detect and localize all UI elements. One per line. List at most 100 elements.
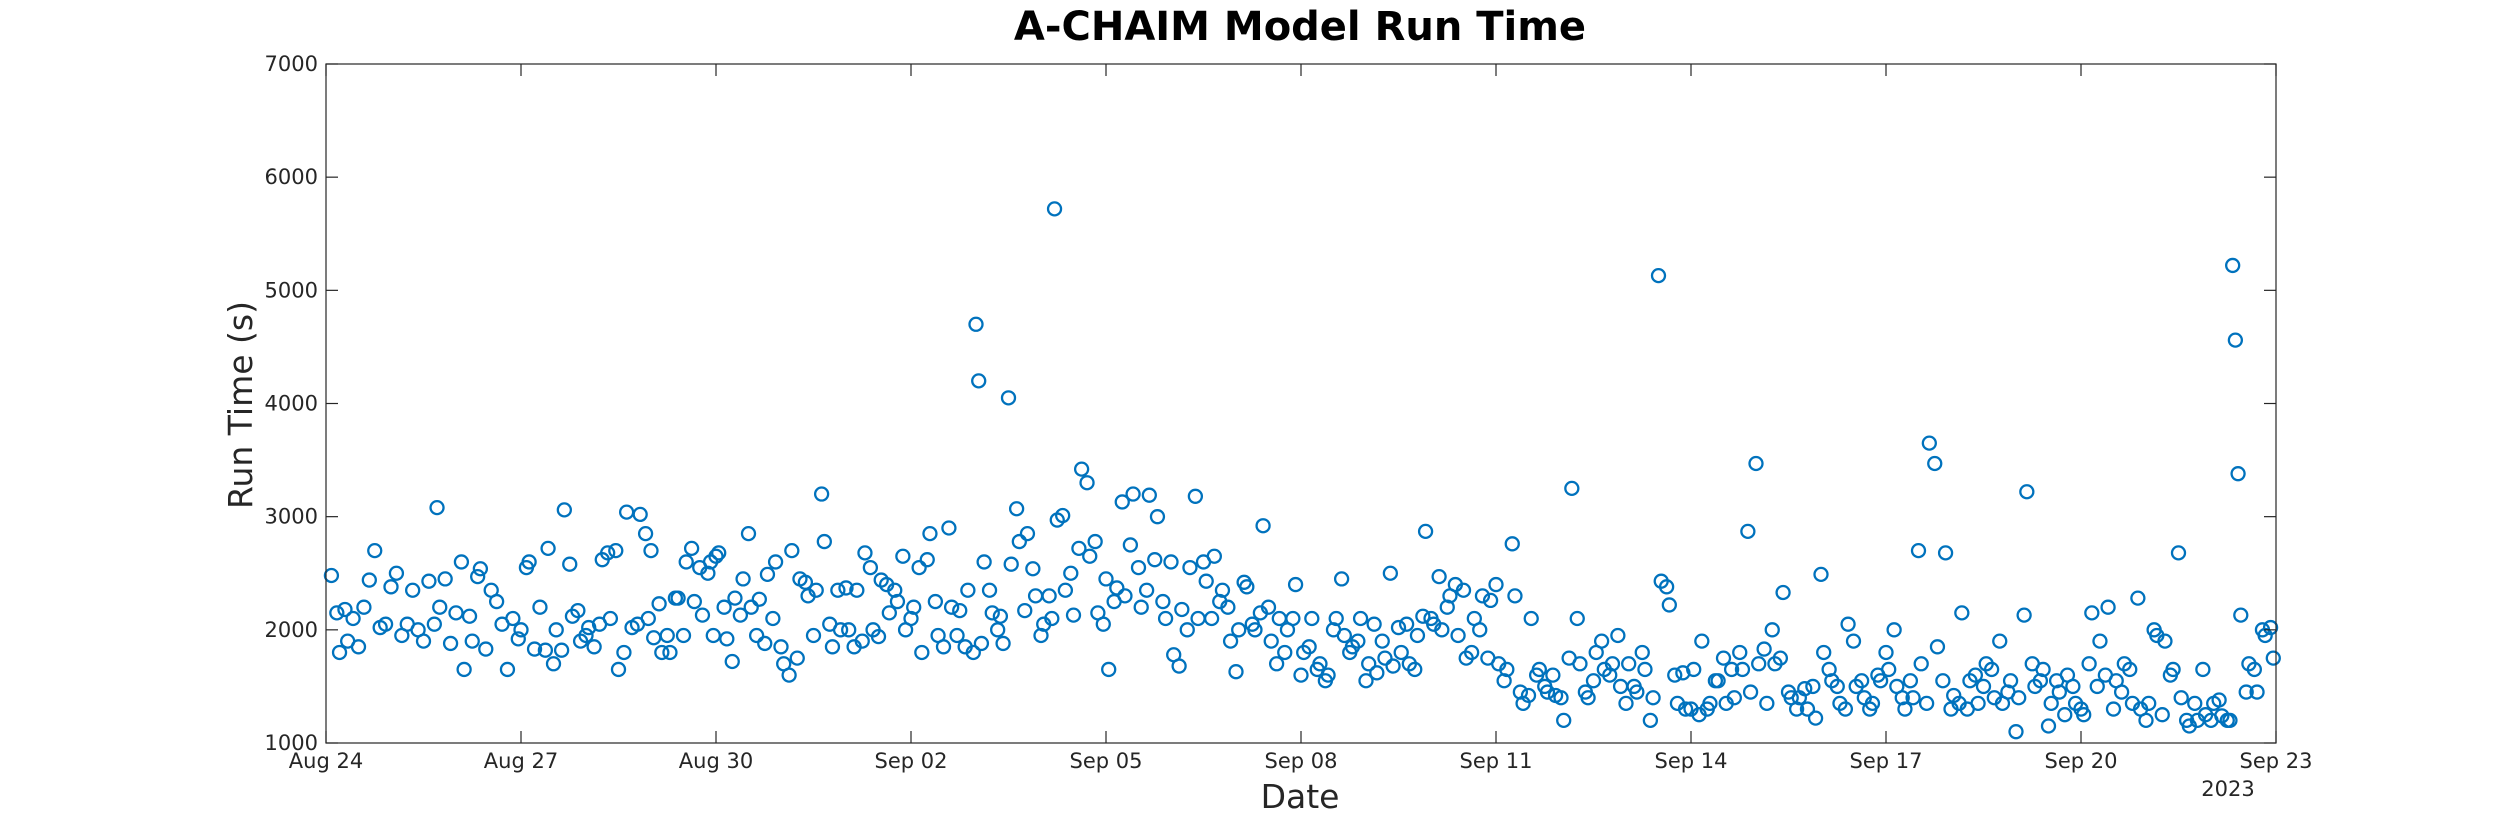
data-point xyxy=(2065,678,2081,695)
data-points xyxy=(323,201,2281,740)
data-point xyxy=(678,554,694,570)
data-point xyxy=(862,559,879,576)
data-point xyxy=(1071,540,1087,557)
data-point xyxy=(1897,701,1913,717)
x-tick-label: Sep 02 xyxy=(875,749,948,773)
data-point xyxy=(2100,599,2116,615)
data-point xyxy=(943,599,960,615)
data-point xyxy=(1807,710,1824,726)
data-point xyxy=(1352,610,1369,627)
data-point xyxy=(2084,605,2100,621)
data-point xyxy=(784,542,800,559)
chart-title: A-CHAIM Model Run Time xyxy=(1014,4,1586,50)
data-point xyxy=(323,567,340,584)
data-point xyxy=(1545,667,1561,683)
data-point xyxy=(1694,633,1710,649)
data-point xyxy=(1125,486,1141,502)
data-point xyxy=(1474,588,1491,604)
data-point xyxy=(2035,661,2051,678)
data-point xyxy=(781,667,797,683)
data-point xyxy=(461,608,478,624)
data-point xyxy=(1797,681,1813,697)
data-point xyxy=(1336,627,1352,644)
data-point xyxy=(841,622,857,638)
data-point xyxy=(1055,507,1071,524)
data-point xyxy=(1488,576,1504,593)
data-point xyxy=(1759,695,1775,712)
data-point xyxy=(1634,644,1650,661)
data-point xyxy=(1065,607,1082,623)
data-point xyxy=(1650,267,1667,284)
data-point xyxy=(1504,536,1520,552)
data-point xyxy=(1369,665,1385,681)
data-point xyxy=(1658,579,1675,595)
data-point xyxy=(705,627,721,644)
data-point xyxy=(1539,684,1556,700)
data-point xyxy=(1320,667,1336,683)
data-point xyxy=(1011,533,1027,550)
data-point xyxy=(719,631,735,647)
data-point xyxy=(1415,608,1431,624)
data-point xyxy=(1572,656,1588,672)
data-point xyxy=(1910,542,1927,559)
data-point xyxy=(651,596,667,612)
data-point xyxy=(429,499,445,516)
data-point xyxy=(751,591,767,607)
data-point xyxy=(2051,684,2067,700)
data-point xyxy=(960,582,976,598)
data-point xyxy=(616,644,632,661)
data-point xyxy=(1434,622,1450,638)
data-point xyxy=(2230,466,2246,482)
data-point xyxy=(773,639,789,655)
x-tick-label: Aug 30 xyxy=(679,749,753,773)
data-point xyxy=(1019,525,1036,542)
data-point xyxy=(911,559,927,576)
data-point xyxy=(553,642,570,658)
data-point xyxy=(965,644,981,661)
data-point xyxy=(1507,588,1523,604)
data-point xyxy=(1025,561,1041,577)
data-point xyxy=(1621,656,1637,672)
data-point xyxy=(600,545,616,561)
data-point xyxy=(1975,678,1992,695)
data-point xyxy=(1198,573,1214,589)
data-point xyxy=(2233,607,2249,623)
data-point xyxy=(686,593,702,610)
data-point xyxy=(570,602,586,619)
data-point xyxy=(1886,622,1902,638)
data-point xyxy=(640,610,656,627)
data-point xyxy=(2249,684,2265,700)
data-point xyxy=(1407,661,1423,678)
data-point xyxy=(1203,610,1220,627)
data-point xyxy=(1149,509,1166,525)
data-point xyxy=(1017,602,1033,619)
data-point xyxy=(488,593,505,610)
data-point xyxy=(813,486,830,502)
data-point xyxy=(1455,582,1472,598)
data-point xyxy=(1206,548,1222,564)
data-point xyxy=(1044,610,1060,627)
data-point xyxy=(1366,616,1382,632)
data-point xyxy=(499,661,516,678)
data-point xyxy=(388,565,405,581)
data-point xyxy=(1732,644,1748,661)
data-point xyxy=(2089,678,2105,695)
data-point xyxy=(537,642,554,658)
data-point xyxy=(2008,724,2024,740)
data-point xyxy=(832,622,849,638)
data-point xyxy=(1881,661,1897,678)
data-point xyxy=(2092,633,2108,649)
data-point xyxy=(1358,673,1374,689)
data-point xyxy=(1157,610,1174,627)
data-point xyxy=(2016,607,2032,623)
data-point xyxy=(1686,661,1702,678)
data-point xyxy=(586,639,602,655)
data-point xyxy=(870,628,887,645)
data-point xyxy=(526,641,543,657)
data-point xyxy=(1764,622,1780,638)
data-point xyxy=(1117,588,1133,604)
data-point xyxy=(1553,690,1569,706)
data-point xyxy=(1913,656,1929,672)
data-point xyxy=(1247,622,1263,638)
